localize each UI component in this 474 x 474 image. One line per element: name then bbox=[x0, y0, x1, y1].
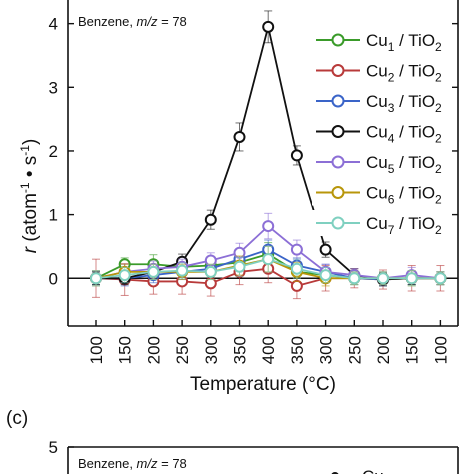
data-point bbox=[147, 265, 160, 278]
axes: 0123451001502002503003504003503002502001… bbox=[18, 0, 459, 395]
y-tick-label: 2 bbox=[49, 142, 58, 161]
data-point bbox=[204, 265, 217, 278]
x-tick-label: 100 bbox=[87, 336, 106, 364]
x-tick-label: 150 bbox=[403, 336, 422, 364]
x-tick-label: 150 bbox=[116, 336, 135, 364]
x-tick-label: 250 bbox=[345, 336, 364, 364]
y-tick-label: 0 bbox=[49, 269, 58, 288]
panel2-y-tick-label: 5 bbox=[49, 438, 58, 457]
legend-marker bbox=[331, 64, 345, 77]
x-tick-label: 250 bbox=[173, 336, 192, 364]
legend: Cu1 / TiO2 Cu2 / TiO2 Cu3 / TiO2 Cu4 / TiO2… bbox=[312, 27, 472, 237]
data-point bbox=[290, 279, 303, 292]
x-tick-label: 300 bbox=[317, 336, 336, 364]
data-point bbox=[319, 269, 332, 282]
x-tick-label: 400 bbox=[259, 336, 278, 364]
data-point bbox=[262, 220, 275, 233]
data-point bbox=[290, 243, 303, 256]
x-tick-label: 100 bbox=[431, 336, 450, 364]
x-axis-label: Temperature (°C) bbox=[190, 374, 336, 395]
legend-label: Cu2 / TiO2 bbox=[366, 62, 442, 85]
legend-label: Cu3 / TiO2 bbox=[366, 92, 442, 115]
data-point bbox=[233, 260, 246, 273]
x-tick-label: 300 bbox=[202, 336, 221, 364]
annotation: Benzene, m/z = 78 bbox=[78, 14, 187, 29]
legend-item-cu7: Cu7 / TiO2 bbox=[312, 210, 472, 237]
data-point bbox=[290, 262, 303, 275]
legend-item-cu4: Cu4 / TiO2 bbox=[312, 118, 472, 146]
panel2-annotation: Benzene, m/z = 78 bbox=[78, 456, 187, 471]
legend-label: Cu5 / TiO2 bbox=[366, 153, 442, 176]
legend-item-cu1: Cu1 / TiO2 bbox=[312, 27, 472, 54]
y-tick-label: 1 bbox=[49, 206, 58, 225]
legend-marker bbox=[331, 186, 345, 199]
data-point bbox=[348, 272, 361, 285]
legend-marker bbox=[331, 94, 345, 108]
data-point bbox=[90, 272, 102, 285]
data-point bbox=[262, 253, 275, 266]
legend-item-cu6: Cu6 / TiO2 bbox=[312, 179, 472, 207]
x-tick-label: 200 bbox=[374, 336, 393, 364]
x-tick-label: 200 bbox=[144, 336, 163, 364]
data-point bbox=[118, 269, 131, 282]
legend-label: Cu6 / TiO2 bbox=[366, 184, 442, 207]
data-point bbox=[233, 130, 246, 143]
panel-label: (c) bbox=[6, 408, 28, 429]
data-point bbox=[290, 149, 303, 162]
panel2-legend-label: Cu bbox=[362, 467, 384, 474]
data-point bbox=[262, 20, 275, 33]
series-group bbox=[90, 10, 447, 300]
legend-label: Cu1 / TiO2 bbox=[366, 31, 442, 54]
legend-marker bbox=[331, 216, 345, 230]
legend-marker bbox=[331, 125, 345, 138]
legend-marker bbox=[331, 155, 345, 169]
data-point bbox=[319, 243, 332, 256]
series-cu7 bbox=[90, 245, 447, 287]
plot-area bbox=[68, 10, 458, 300]
legend-item-cu2: Cu2 / TiO2 bbox=[312, 57, 472, 85]
y-tick-label: 3 bbox=[49, 78, 58, 97]
legend-label: Cu4 / TiO2 bbox=[366, 123, 442, 146]
y-tick-label: 4 bbox=[49, 15, 58, 34]
second-panel: (c) 5 Benzene, m/z = 78 Cu bbox=[6, 408, 459, 474]
data-point bbox=[176, 264, 189, 277]
legend-marker bbox=[331, 33, 345, 47]
data-point bbox=[434, 272, 447, 285]
x-tick-label: 350 bbox=[288, 336, 307, 364]
data-point bbox=[377, 272, 389, 285]
y-axis-label: r (atom-1 • s-1) bbox=[18, 139, 41, 254]
legend-label: Cu7 / TiO2 bbox=[366, 214, 442, 237]
legend-item-cu5: Cu5 / TiO2 bbox=[312, 149, 472, 176]
x-tick-label: 350 bbox=[231, 336, 250, 364]
data-point bbox=[405, 272, 418, 285]
data-point bbox=[204, 213, 217, 226]
legend-item-cu3: Cu3 / TiO2 bbox=[312, 88, 472, 115]
